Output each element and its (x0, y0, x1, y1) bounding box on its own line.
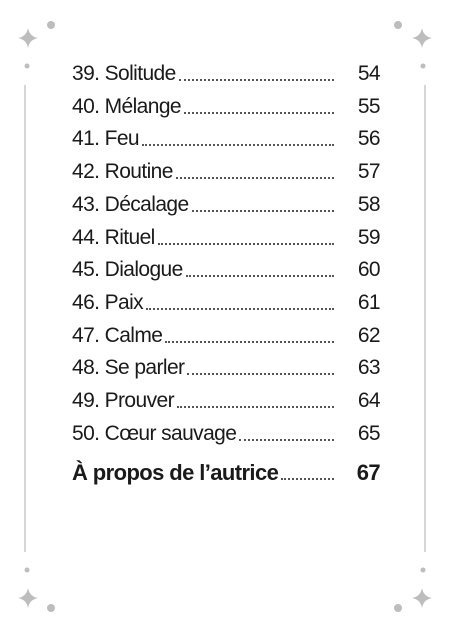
entry-page: 56 (357, 127, 381, 151)
toc-entry: 49. Prouver 64 (72, 384, 381, 414)
entry-title: 49. Prouver (72, 389, 175, 412)
entry-page: 67 (356, 460, 381, 485)
dot-leader (183, 111, 334, 114)
dot-leader (191, 209, 334, 212)
entry-page: 63 (357, 356, 381, 380)
entry-title: 48. Se parler (72, 356, 185, 380)
toc-entry: 39. Solitude 54 (72, 57, 381, 87)
entry-title: 45. Dialogue (72, 258, 183, 282)
entry-page: 58 (357, 192, 381, 216)
entry-page: 60 (357, 258, 381, 282)
dot (420, 567, 426, 573)
entry-title: 41. Feu (72, 127, 140, 151)
entry-title: 50. Cœur sauvage (72, 421, 237, 445)
entry-page: 54 (357, 62, 381, 85)
dot-leader (187, 373, 334, 376)
toc-entry: À propos de l’autrice 67 (72, 456, 381, 486)
dot (394, 604, 402, 612)
sparkle (18, 28, 38, 48)
dot (24, 567, 30, 573)
entry-page: 64 (357, 389, 381, 412)
toc-entry: 44. Rituel 59 (72, 221, 381, 251)
dot-leader (146, 307, 334, 310)
sparkle (412, 28, 432, 48)
toc-entry: 47. Calme 62 (72, 319, 381, 349)
entry-title: 46. Paix (72, 290, 144, 314)
dot-leader (178, 79, 334, 81)
entry-title: À propos de l’autrice (72, 460, 279, 485)
dot-leader (281, 478, 334, 480)
sparkle (18, 588, 38, 608)
toc-entry: 48. Se parler 63 (72, 351, 381, 381)
dot (394, 21, 402, 29)
toc-entry: 43. Décalage 58 (72, 188, 381, 218)
entry-page: 65 (357, 421, 381, 445)
dot (47, 604, 55, 612)
toc-entry: 40. Mélange 55 (72, 90, 381, 120)
toc-entry: 50. Cœur sauvage 65 (72, 417, 381, 447)
entry-title: 39. Solitude (72, 62, 176, 85)
dot-leader (142, 144, 334, 147)
entry-page: 59 (357, 225, 381, 249)
toc-entry: 41. Feu 56 (72, 122, 381, 152)
dot-leader (176, 406, 334, 408)
dot-leader (185, 275, 334, 278)
entry-title: 44. Rituel (72, 225, 155, 249)
entry-title: 47. Calme (72, 323, 163, 347)
entry-page: 55 (357, 94, 381, 118)
entry-page: 57 (357, 160, 381, 184)
dot (24, 63, 30, 69)
entry-title: 43. Décalage (72, 192, 189, 216)
entry-page: 61 (357, 290, 381, 314)
dot-leader (165, 340, 334, 343)
sparkle (412, 588, 432, 608)
toc-entry: 45. Dialogue 60 (72, 253, 381, 283)
entry-title: 40. Mélange (72, 94, 182, 118)
entry-title: 42. Routine (72, 160, 173, 184)
toc-entry: 46. Paix 61 (72, 286, 381, 316)
dot (47, 21, 55, 29)
dot-leader (239, 438, 334, 441)
dot (420, 63, 426, 69)
entry-page: 62 (357, 323, 381, 347)
toc-entry: 42. Routine 57 (72, 155, 381, 185)
dot-leader (157, 242, 334, 245)
dot-leader (175, 177, 334, 180)
